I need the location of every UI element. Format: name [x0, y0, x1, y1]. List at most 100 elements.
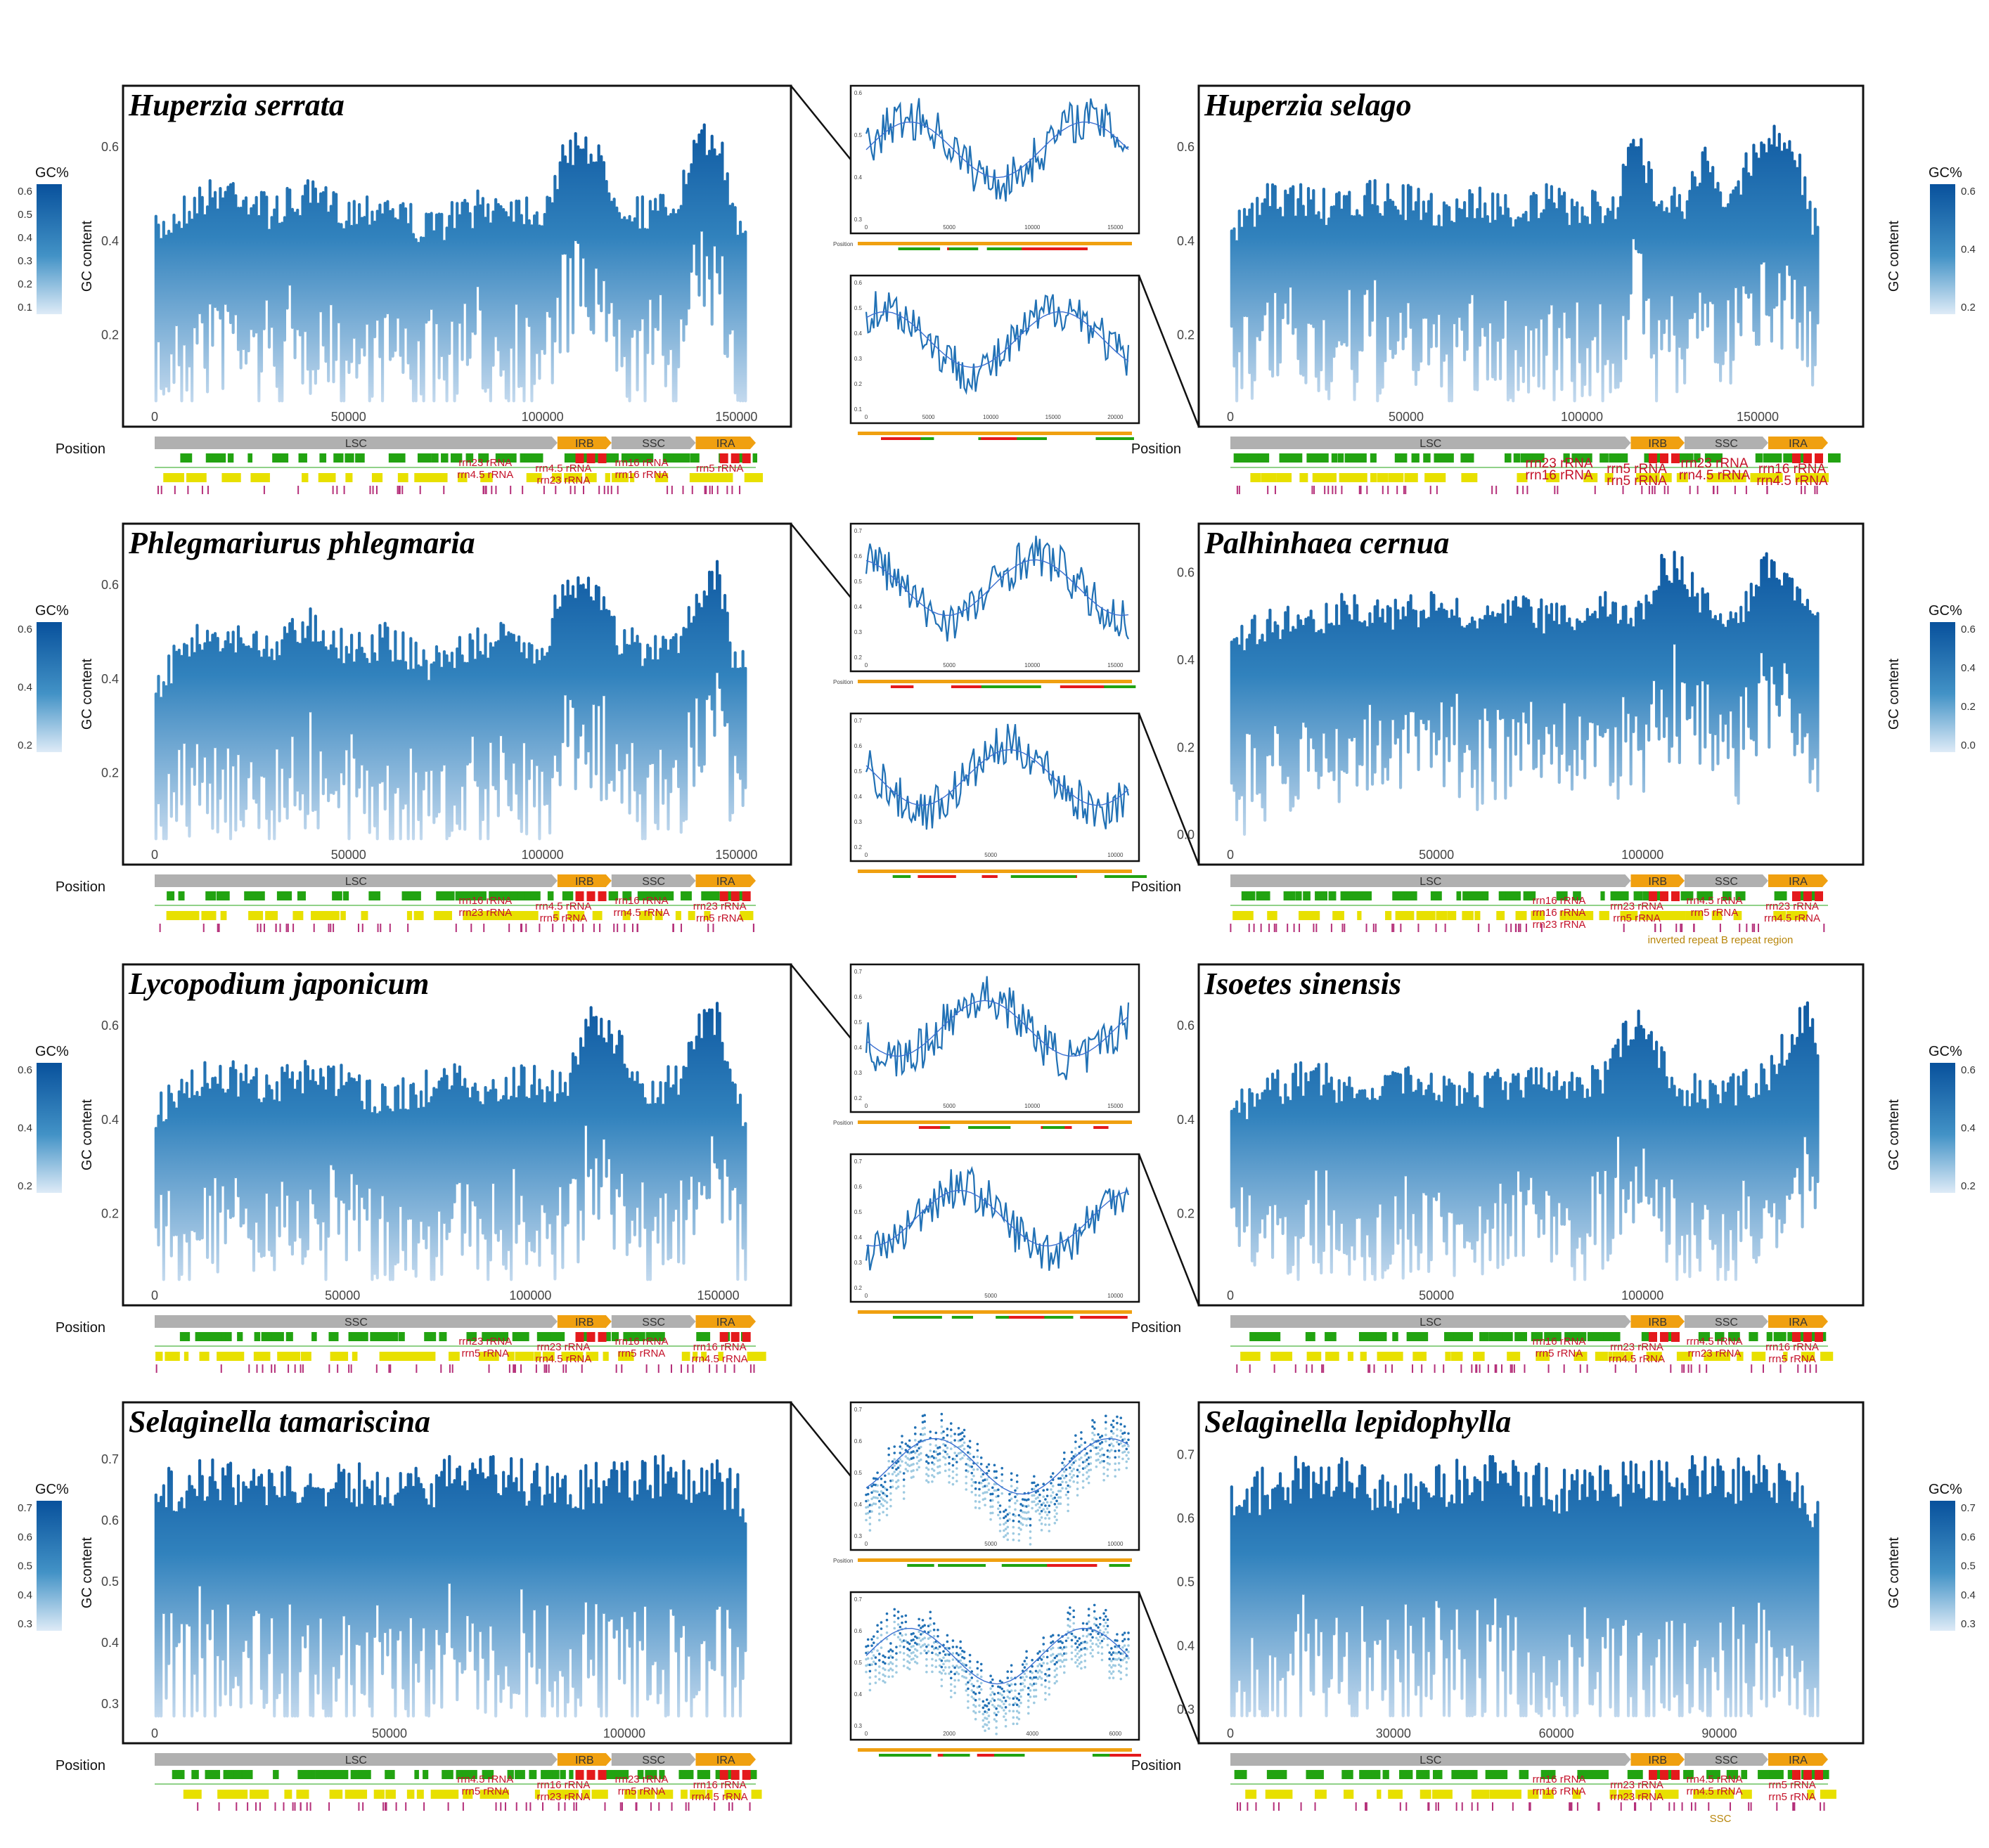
inset-gc-line: [865, 536, 1129, 642]
inset-dot: [912, 1456, 915, 1459]
inset-dot: [1014, 1495, 1017, 1499]
gene-feature-green: [377, 1332, 390, 1341]
inset-dot: [974, 1717, 977, 1721]
inset-dot: [989, 1687, 992, 1691]
inset-dot: [1033, 1494, 1036, 1497]
inset-dot: [901, 1640, 903, 1643]
inset-dot: [942, 1442, 945, 1446]
inset-dot: [932, 1634, 936, 1638]
inset-dot: [1034, 1669, 1038, 1673]
inset-dot: [1125, 1447, 1128, 1451]
inset-dot: [913, 1660, 917, 1664]
inset-dot: [963, 1657, 966, 1660]
inset-dot: [874, 1675, 877, 1678]
gene-feature-green: [1310, 453, 1318, 463]
legend-tick-label: 0.2: [18, 739, 32, 751]
inset-dot: [1057, 1477, 1060, 1480]
gene-feature-green: [1317, 891, 1327, 900]
inset-gene: [981, 875, 998, 878]
inset-dot: [1040, 1684, 1043, 1686]
inset-dot: [978, 1500, 981, 1504]
gene-feature-green: [401, 891, 409, 900]
gene-feature-yellow: [692, 1790, 704, 1799]
inset-dot: [896, 1466, 900, 1469]
inset-dot: [1045, 1488, 1049, 1491]
gene-feature-yellow: [630, 473, 635, 482]
gene-feature-yellow: [326, 911, 340, 920]
inset-dot: [1021, 1511, 1024, 1513]
x-tick-label: 0: [151, 1288, 158, 1303]
inset-dot: [899, 1471, 902, 1473]
rrna-label: rrn23 rRNA: [458, 457, 512, 469]
inset-dot: [948, 1468, 951, 1471]
inset-dot: [891, 1485, 894, 1488]
inset-dot: [1125, 1454, 1128, 1457]
inset-x-tick: 10000: [1024, 662, 1041, 668]
gene-feature-yellow: [1583, 473, 1595, 482]
inset-dot: [1089, 1462, 1093, 1465]
inset-dot: [865, 1670, 868, 1674]
gene-feature-green: [1519, 1770, 1529, 1779]
gene-feature-green: [1422, 1332, 1428, 1341]
rrna-label: rrn4.5 rRNA: [1686, 1773, 1742, 1785]
inset-dot: [1064, 1480, 1068, 1484]
gene-feature-green: [1774, 891, 1787, 900]
rrna-feature: [1671, 891, 1680, 901]
gene-feature-yellow: [1410, 473, 1418, 482]
gene-feature-green: [223, 891, 230, 900]
gene-feature-green: [1514, 1332, 1523, 1341]
inset-dot: [963, 1454, 966, 1457]
inset-dot: [887, 1650, 891, 1653]
rrna-feature: [1815, 453, 1823, 463]
inset-dot: [877, 1518, 881, 1522]
inset-dot: [932, 1628, 936, 1631]
inset-dot: [949, 1422, 953, 1425]
inset-dot: [895, 1468, 898, 1471]
inset-dot: [1081, 1480, 1085, 1482]
gene-feature-green: [335, 1770, 349, 1779]
legend-tick-label: 0.4: [18, 682, 32, 694]
inset-gene: [910, 1316, 942, 1319]
gene-feature-yellow: [302, 473, 309, 482]
legend-tick-label: 0.6: [1961, 623, 1976, 635]
gene-feature-green: [491, 891, 503, 900]
zoom-connector: [790, 964, 851, 1039]
inset-dot: [1004, 1700, 1008, 1702]
gene-feature-yellow: [381, 1352, 392, 1361]
inset-dot: [993, 1470, 996, 1473]
gene-feature-yellow: [1354, 473, 1363, 482]
inset-dot: [1064, 1493, 1068, 1497]
legend-tick-label: 0.2: [18, 278, 32, 290]
inset-dot: [1067, 1484, 1069, 1487]
x-tick-label: 150000: [715, 848, 757, 862]
inset-dot: [1078, 1445, 1081, 1449]
x-tick-label: 0: [151, 1726, 158, 1740]
inset-dot: [967, 1463, 970, 1467]
inset-dot: [1123, 1444, 1126, 1447]
gene-feature-yellow: [1267, 911, 1277, 920]
gene-feature-yellow: [345, 473, 353, 482]
x-tick-label: 0: [1227, 848, 1234, 862]
inset-dot: [912, 1469, 915, 1472]
inset-dot: [932, 1641, 936, 1644]
inset-y-tick: 0.2: [854, 844, 863, 851]
inset-dot: [934, 1450, 938, 1454]
inset-dot: [959, 1653, 962, 1656]
inset-x-tick: 10000: [1107, 1541, 1124, 1547]
inset-dot: [1014, 1683, 1017, 1686]
gene-feature-green: [439, 1332, 447, 1341]
gene-feature-yellow: [675, 911, 681, 920]
legend-title: GC%: [35, 1044, 69, 1059]
inset-dot: [993, 1712, 996, 1714]
inset-dot: [891, 1656, 894, 1659]
rrna-feature: [575, 1770, 584, 1780]
gene-feature-yellow: [1299, 473, 1308, 482]
gene-feature-green: [564, 453, 569, 463]
inset-region-bar: [858, 680, 1132, 683]
inset-dot: [1019, 1682, 1022, 1686]
inset-dot: [1127, 1445, 1130, 1448]
gene-feature-yellow: [1476, 1790, 1489, 1799]
gene-feature-green: [1583, 453, 1588, 463]
inset-dot: [899, 1445, 902, 1448]
inset-dot: [978, 1710, 981, 1714]
